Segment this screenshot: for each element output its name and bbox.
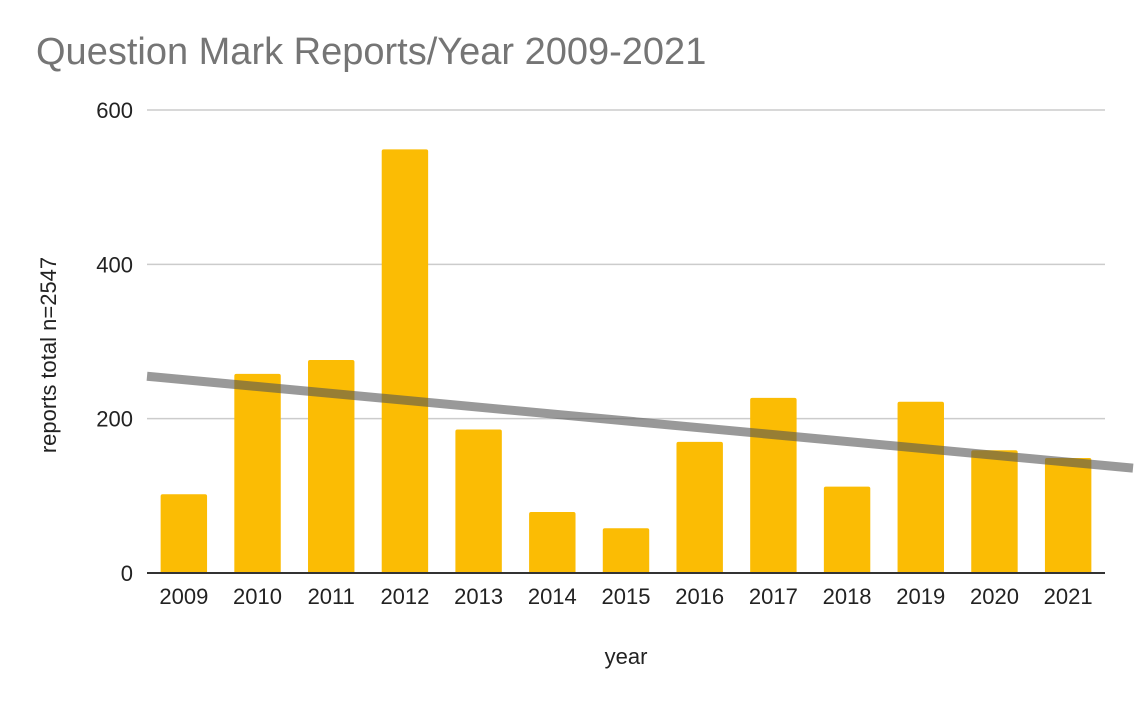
trendline (146, 371, 1134, 473)
bar (750, 397, 797, 573)
x-tick-label: 2017 (749, 584, 798, 609)
gridlines (147, 109, 1105, 420)
x-tick-label: 2016 (675, 584, 724, 609)
y-axis-ticks: 0 200 400 600 (96, 98, 133, 586)
bar (381, 149, 429, 574)
bar (602, 528, 650, 573)
bars (160, 149, 1092, 574)
bar (823, 486, 871, 573)
x-tick-label: 2015 (602, 584, 651, 609)
y-tick-label: 200 (96, 407, 133, 432)
bar (234, 373, 281, 573)
chart-title: Question Mark Reports/Year 2009-2021 (36, 31, 706, 73)
x-tick-label: 2011 (308, 584, 355, 609)
bar (308, 360, 355, 573)
bar (971, 450, 1018, 573)
bar (897, 401, 944, 573)
bar (1044, 458, 1092, 573)
bar (160, 494, 208, 573)
bar (676, 441, 723, 573)
x-tick-label: 2020 (970, 584, 1019, 609)
bar (529, 512, 576, 573)
y-tick-label: 600 (96, 98, 133, 123)
x-tick-label: 2013 (454, 584, 503, 609)
x-tick-label: 2010 (233, 584, 282, 609)
x-axis-title: year (605, 644, 648, 669)
trendline-layer (146, 371, 1134, 473)
y-tick-label: 0 (121, 561, 133, 586)
x-tick-label: 2012 (380, 584, 429, 609)
y-tick-label: 400 (96, 252, 133, 277)
x-axis-ticks: 2009 2010 2011 2012 2013 2014 2015 2016 2017 2018… (159, 584, 1092, 609)
x-tick-label: 2009 (159, 584, 208, 609)
x-tick-label: 2019 (896, 584, 945, 609)
bar (455, 429, 502, 573)
x-tick-label: 2014 (528, 584, 577, 609)
x-tick-label: 2021 (1044, 584, 1093, 609)
x-tick-label: 2018 (823, 584, 872, 609)
y-axis-title: reports total n=2547 (36, 257, 61, 453)
